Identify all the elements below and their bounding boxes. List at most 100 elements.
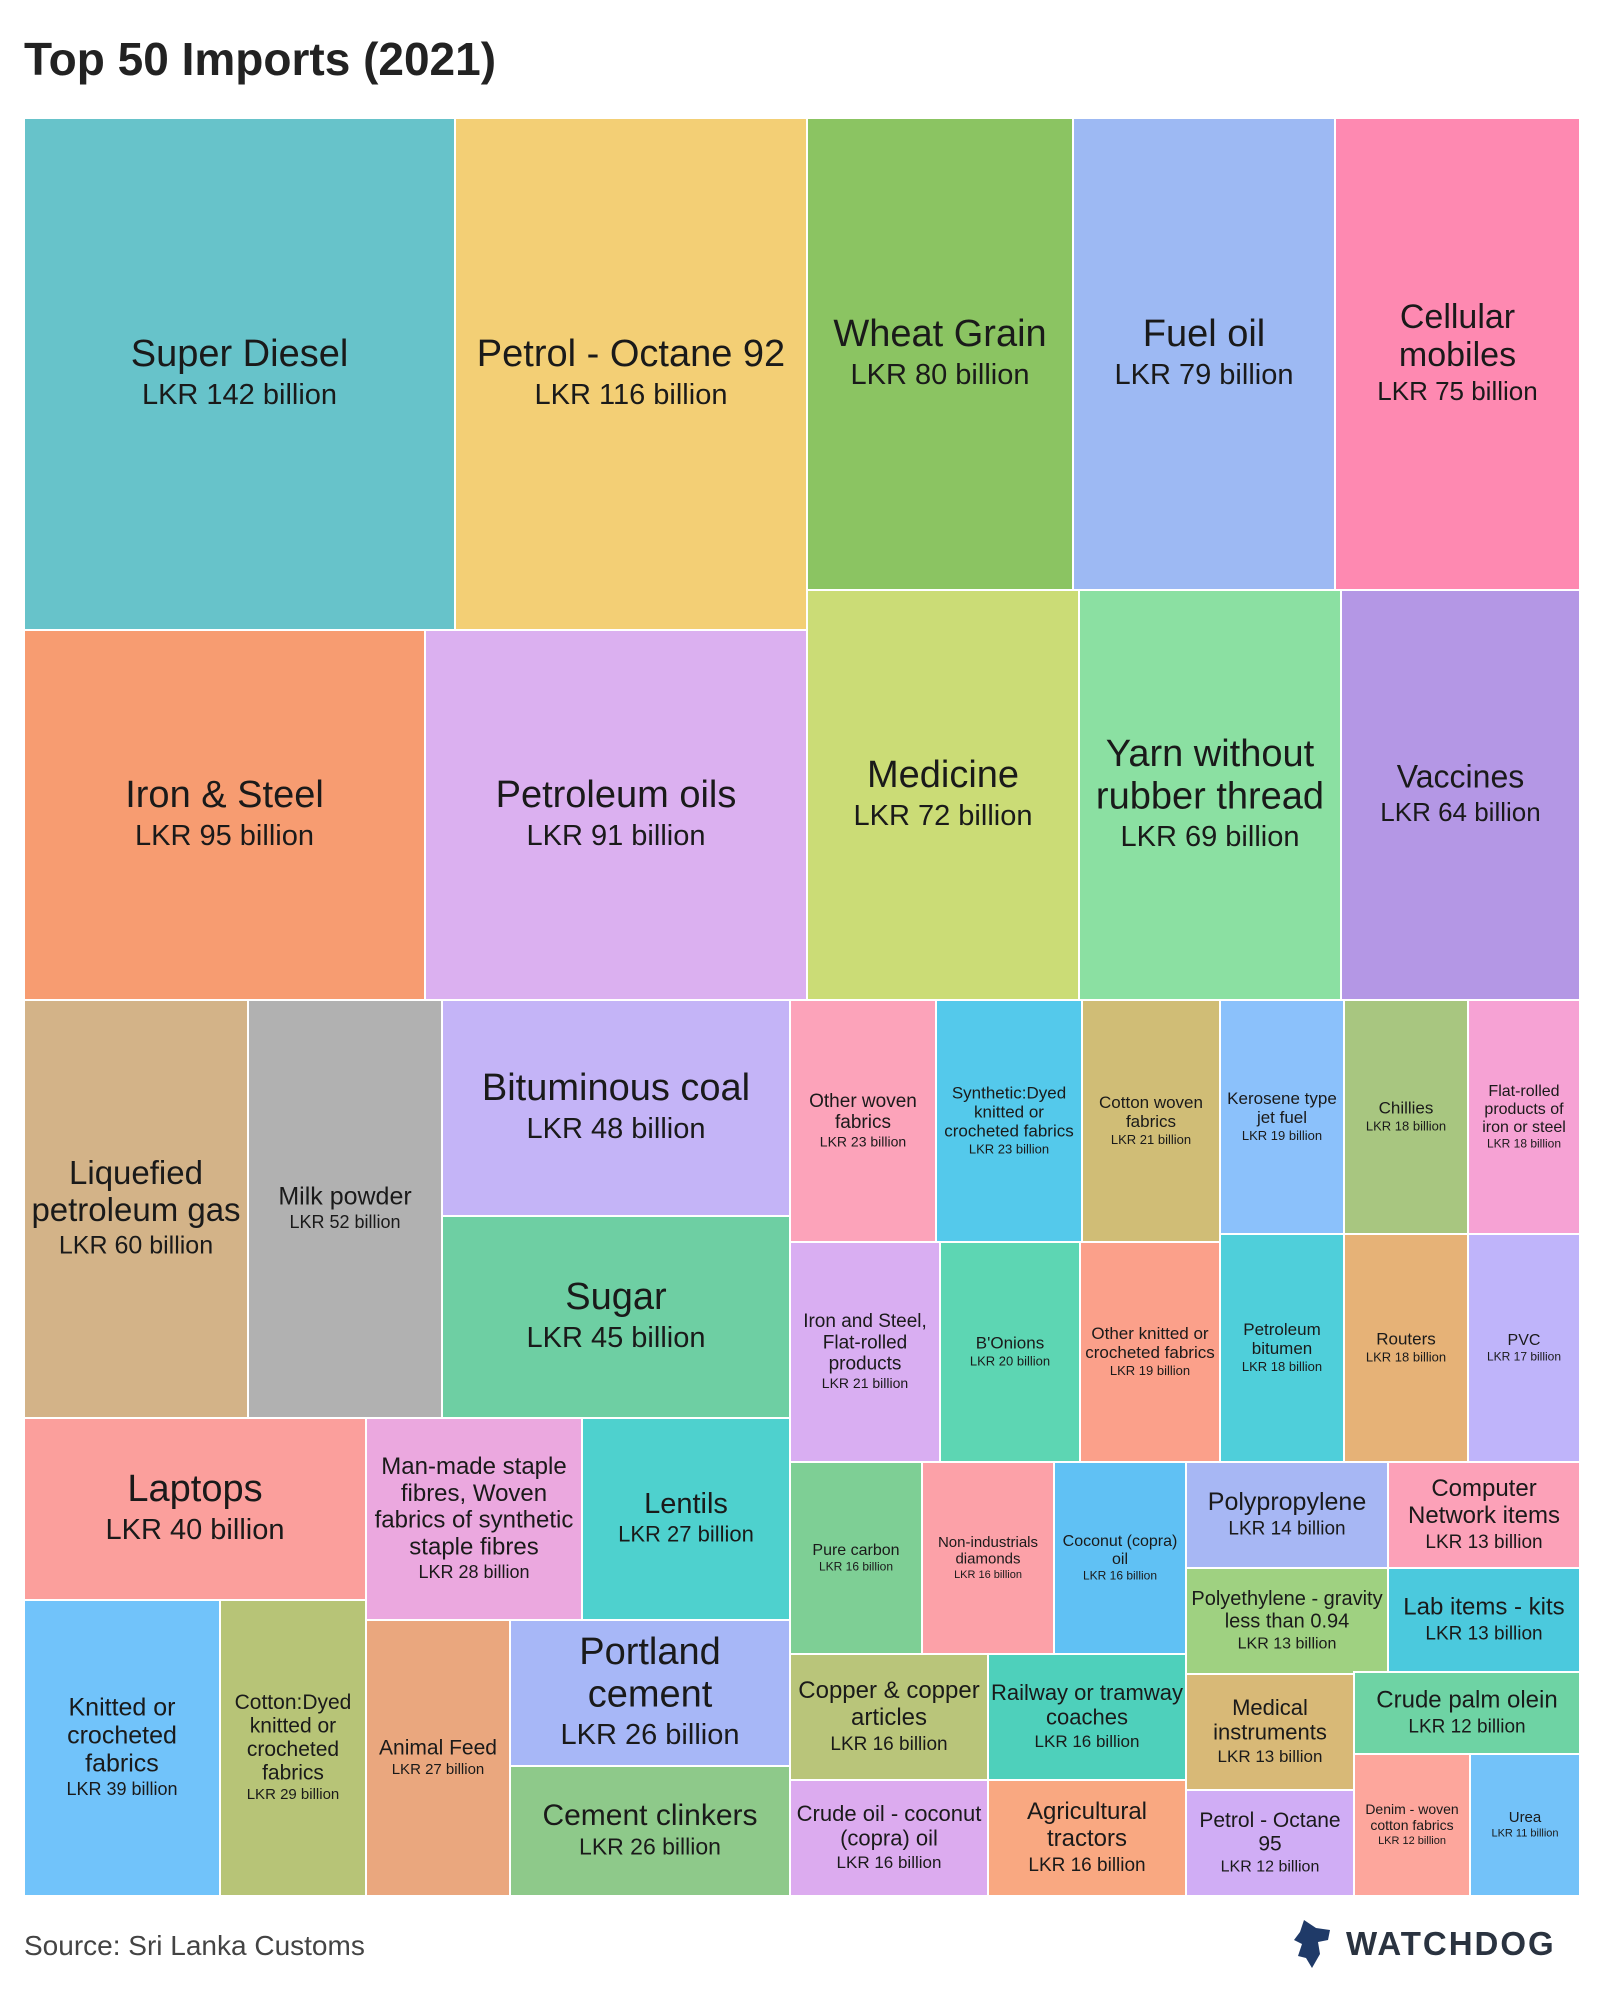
- treemap-rect: [23, 1417, 367, 1601]
- treemap-label: Liquefied petroleum gas: [31, 1154, 240, 1228]
- treemap-label: Yarn without rubber thread: [1096, 733, 1324, 818]
- treemap-cell: Petrol - Octane 95 LKR 12 billion: [1185, 1789, 1355, 1897]
- treemap-cell: Crude oil - coconut (copra) oil LKR 16 bil…: [789, 1779, 989, 1897]
- treemap-cell: Copper & copper articles LKR 16 billion: [789, 1653, 989, 1781]
- treemap-label: Coconut (copra) oil: [1063, 1533, 1178, 1568]
- treemap-label: Milk powder: [278, 1183, 411, 1211]
- treemap-value: LKR 19 billion: [1242, 1128, 1322, 1143]
- treemap-value: LKR 39 billion: [66, 1779, 177, 1799]
- treemap-rect: [454, 117, 808, 631]
- treemap-label: Super Diesel: [131, 333, 349, 375]
- treemap-rect: [935, 999, 1083, 1243]
- treemap-label: Agricultural tractors: [1027, 1798, 1147, 1852]
- treemap-label: Cotton:Dyed knitted or crocheted fabrics: [235, 1691, 352, 1785]
- treemap-rect: [1469, 1753, 1581, 1897]
- treemap-value: LKR 21 billion: [822, 1375, 908, 1391]
- treemap-label: Lab items - kits: [1403, 1594, 1564, 1621]
- treemap-label: Cement clinkers: [542, 1799, 757, 1832]
- treemap-value: LKR 13 billion: [1425, 1532, 1542, 1553]
- treemap-label: Polyethylene - gravity less than 0.94: [1191, 1588, 1382, 1632]
- treemap-rect: [1353, 1671, 1581, 1755]
- treemap-cell: Agricultural tractors LKR 16 billion: [987, 1779, 1187, 1897]
- treemap-cell: Bituminous coal LKR 48 billion: [441, 999, 791, 1217]
- treemap-value: LKR 12 billion: [1221, 1858, 1320, 1875]
- treemap-cell: Cotton:Dyed knitted or crocheted fabricsLKR…: [219, 1599, 367, 1897]
- treemap-label: Cellular mobiles: [1399, 298, 1516, 374]
- treemap-value: LKR 16 billion: [837, 1853, 942, 1872]
- treemap-label: Medical instruments: [1213, 1695, 1327, 1745]
- brand-logo: WATCHDOG: [1290, 1912, 1556, 1976]
- treemap-label: Computer Network items: [1408, 1475, 1560, 1529]
- treemap-value: LKR 12 billion: [1378, 1835, 1446, 1847]
- treemap-label: Knitted or crocheted fabrics: [67, 1694, 177, 1778]
- treemap-label: Sugar: [565, 1276, 667, 1318]
- treemap-value: LKR 72 billion: [854, 800, 1033, 832]
- treemap-value: LKR 16 billion: [830, 1734, 947, 1755]
- treemap-cell: Medical instruments LKR 13 billion: [1185, 1673, 1355, 1791]
- treemap-value: LKR 48 billion: [527, 1113, 706, 1145]
- treemap-value: LKR 26 billion: [561, 1719, 740, 1751]
- treemap-cell: Computer Network items LKR 13 billion: [1387, 1461, 1581, 1569]
- treemap-label: Synthetic:Dyed knitted or crocheted fabric…: [944, 1083, 1073, 1140]
- treemap-rect: [806, 589, 1080, 1001]
- treemap-value: LKR 16 billion: [1035, 1732, 1140, 1751]
- treemap-label: Vaccines: [1397, 758, 1524, 794]
- treemap-value: LKR 18 billion: [1487, 1136, 1561, 1150]
- treemap-rect: [789, 1461, 923, 1655]
- treemap-cell: Polypropylene LKR 14 billion: [1185, 1461, 1389, 1569]
- treemap-value: LKR 27 billion: [392, 1761, 485, 1778]
- treemap-rect: [441, 1215, 791, 1419]
- treemap-rect: [1387, 1461, 1581, 1569]
- treemap-cell: Animal Feed LKR 27 billion: [365, 1619, 511, 1897]
- treemap-value: LKR 16 billion: [1083, 1568, 1157, 1582]
- treemap-value: LKR 13 billion: [1425, 1623, 1542, 1644]
- treemap-label: Fuel oil: [1143, 313, 1266, 355]
- chart-title: Top 50 Imports (2021): [24, 33, 497, 85]
- treemap-value: LKR 75 billion: [1377, 376, 1537, 406]
- treemap-cell: Petroleum oils LKR 91 billion: [424, 629, 808, 1001]
- treemap-value: LKR 40 billion: [106, 1514, 285, 1546]
- treemap-value: LKR 45 billion: [527, 1322, 706, 1354]
- source-note: Source: Sri Lanka Customs: [24, 1930, 365, 1961]
- treemap-rect: [921, 1461, 1055, 1655]
- treemap-rect: [1343, 999, 1469, 1235]
- treemap-cell: Wheat Grain LKR 80 billion: [806, 117, 1074, 591]
- treemap-value: LKR 79 billion: [1115, 359, 1294, 391]
- treemap-label: Routers: [1376, 1329, 1436, 1348]
- treemap-cell: Urea LKR 11 billion: [1469, 1753, 1581, 1897]
- treemap-value: LKR 23 billion: [820, 1133, 906, 1149]
- treemap-value: LKR 18 billion: [1366, 1118, 1446, 1133]
- treemap-rect: [23, 117, 456, 631]
- treemap-label: Denim - woven cotton fabrics: [1365, 1801, 1458, 1833]
- treemap-value: LKR 13 billion: [1238, 1635, 1337, 1652]
- treemap-cell: Man-made staple fibres, Woven fabrics of s…: [365, 1417, 583, 1621]
- treemap-value: LKR 19 billion: [1110, 1363, 1190, 1378]
- treemap-value: LKR 16 billion: [954, 1569, 1022, 1581]
- treemap-value: LKR 52 billion: [289, 1212, 400, 1232]
- treemap-value: LKR 16 billion: [1028, 1855, 1145, 1876]
- treemap-label: PVC: [1508, 1332, 1541, 1349]
- treemap-label: Animal Feed: [379, 1736, 497, 1759]
- treemap-label: Bituminous coal: [482, 1067, 750, 1109]
- treemap-label: Chillies: [1379, 1098, 1434, 1117]
- treemap-value: LKR 16 billion: [819, 1559, 893, 1573]
- treemap-value: LKR 14 billion: [1228, 1519, 1345, 1540]
- treemap-label: Flat-rolled products of iron or steel: [1482, 1083, 1566, 1136]
- treemap-label: Laptops: [127, 1468, 262, 1510]
- treemap-label: Urea: [1509, 1809, 1542, 1826]
- treemap-value: LKR 20 billion: [970, 1353, 1050, 1368]
- treemap-label: Other knitted or crocheted fabrics: [1085, 1324, 1214, 1362]
- treemap-cell: Denim - woven cotton fabrics LKR 12 billio…: [1353, 1753, 1471, 1897]
- treemap-value: LKR 69 billion: [1121, 821, 1300, 853]
- treemap-rect: [1219, 1233, 1345, 1463]
